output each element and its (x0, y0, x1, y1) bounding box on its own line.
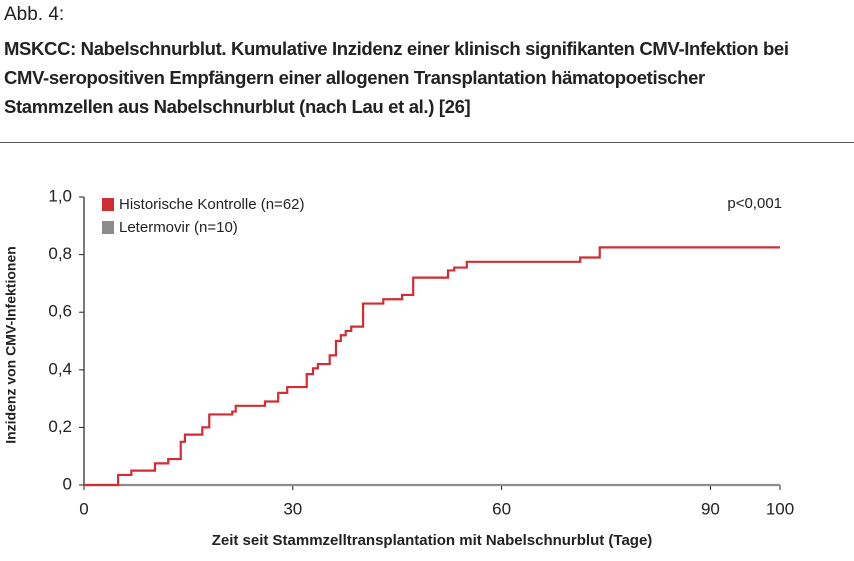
x-tick-label: 90 (701, 499, 720, 518)
legend-swatch (102, 221, 114, 234)
y-tick-label: 0,6 (48, 302, 72, 321)
x-axis-label: Zeit seit Stammzelltransplantation mit N… (212, 532, 653, 549)
legend-swatch (102, 198, 114, 211)
y-tick-label: 0,4 (48, 359, 72, 378)
annotation: p<0,001 (727, 195, 782, 212)
figure-label: Abb. 4: (4, 4, 65, 25)
y-tick-label: 0,8 (48, 244, 72, 263)
x-tick-label: 30 (283, 499, 302, 518)
x-tick-label: 60 (492, 499, 511, 518)
data-line (84, 246, 780, 487)
legend-label: Letermovir (n=10) (119, 219, 238, 236)
y-tick-label: 0,2 (48, 417, 72, 436)
separator (0, 142, 854, 143)
y-tick-label: 1,0 (48, 186, 72, 205)
x-tick-label: 100 (766, 499, 794, 518)
x-tick-label: 0 (79, 499, 88, 518)
legend-label: Historische Kontrolle (n=62) (119, 196, 305, 213)
chart-title: MSKCC: Nabelschnurblut. Kumulative Inzid… (4, 38, 789, 117)
y-axis-label: Inzidenz von CMV-Infektionen (3, 246, 19, 444)
y-tick-label: 0 (63, 474, 72, 493)
